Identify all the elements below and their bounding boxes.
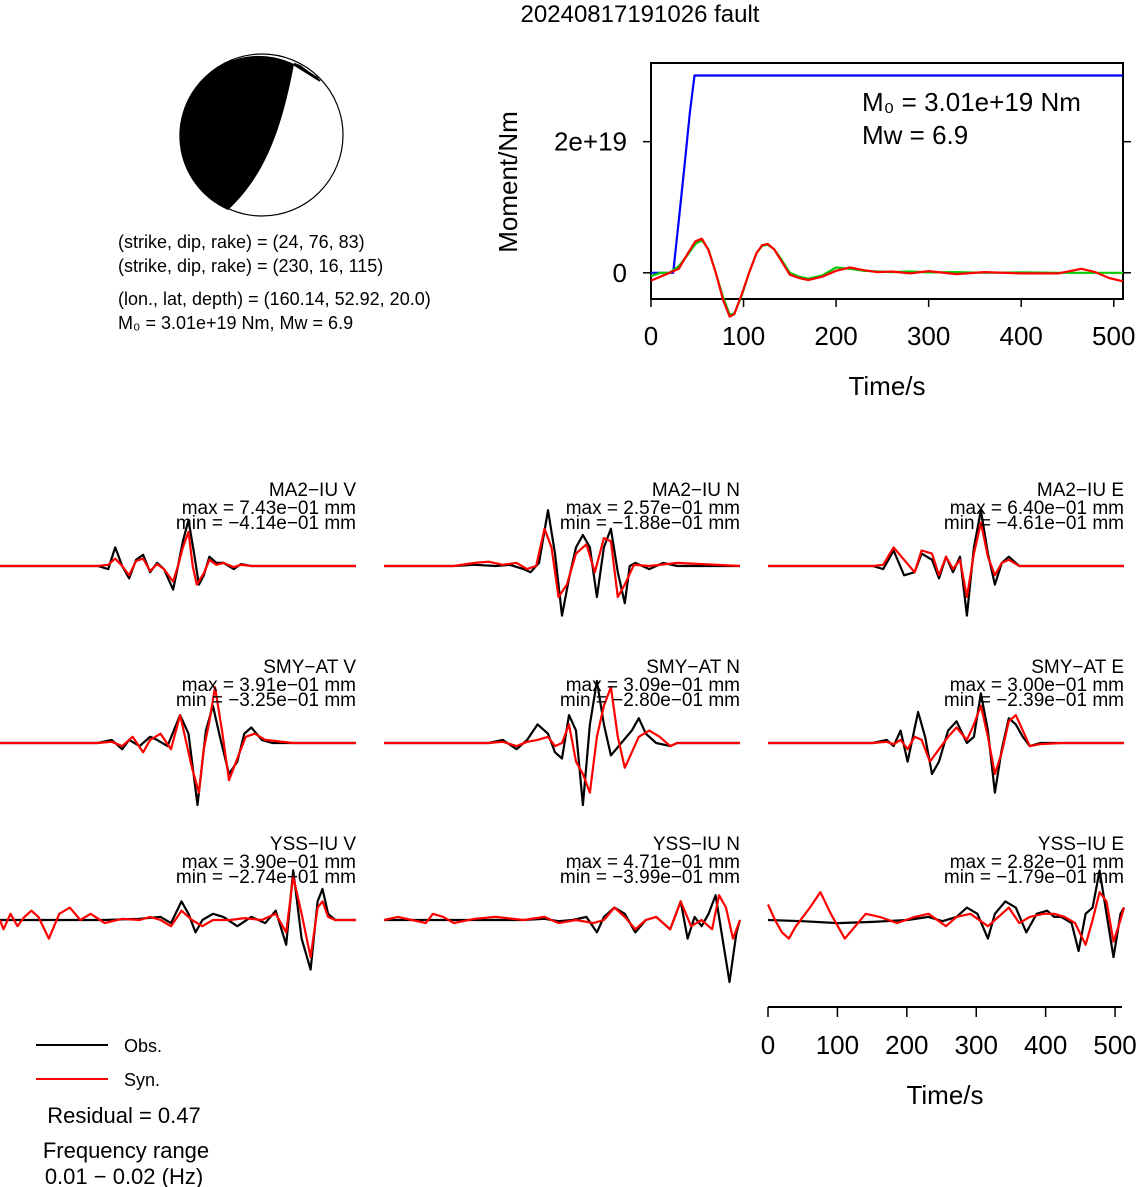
- beachball: [179, 53, 344, 217]
- syn-trace: [768, 704, 1124, 776]
- moment-xticks: 0 100 200 300 400 500: [644, 299, 1135, 351]
- syn-trace: [0, 686, 356, 794]
- moment-xtick-label: 0: [644, 321, 658, 351]
- station-label: YSS−IU V: [270, 834, 356, 855]
- max-label: max = 3.91e−01 mm: [182, 675, 356, 696]
- station-label: SMY−AT V: [263, 657, 356, 678]
- max-label: max = 3.90e−01 mm: [182, 852, 356, 873]
- station-label: MA2−IU N: [652, 480, 740, 501]
- plane2-text: (strike, dip, rake) = (230, 16, 115): [118, 256, 383, 276]
- moment-series-2: [650, 237, 1124, 318]
- min-label: min = −4.61e−01 mm: [944, 513, 1124, 534]
- syn-trace: [766, 891, 1126, 946]
- trace-xlabel: Time/s: [906, 1080, 983, 1110]
- max-label: max = 3.09e−01 mm: [566, 675, 740, 696]
- beachball-compression: [179, 55, 294, 211]
- trace-xtick-label: 100: [816, 1030, 859, 1060]
- moment-series: [650, 74, 1124, 318]
- moment-mw-label: Mw = 6.9: [862, 120, 968, 150]
- beachball-edge: [293, 63, 321, 82]
- trace-xticks: 0 100 200 300 400 500: [761, 1007, 1137, 1060]
- syn-trace: [0, 530, 356, 586]
- legend-obs-label: Obs.: [124, 1036, 162, 1056]
- min-label: min = −3.25e−01 mm: [176, 690, 356, 711]
- moment-xtick-label: 200: [814, 321, 857, 351]
- station-label: MA2−IU V: [269, 480, 356, 501]
- min-label: min = −2.74e−01 mm: [176, 867, 356, 888]
- syn-trace: [0, 875, 356, 959]
- obs-trace: [384, 509, 740, 617]
- trace-xtick-label: 500: [1093, 1030, 1136, 1060]
- max-label: max = 7.43e−01 mm: [182, 498, 356, 519]
- figure-title: 20240817191026 fault: [521, 1, 760, 28]
- legend-syn-label: Syn.: [124, 1070, 160, 1090]
- min-label: min = −2.39e−01 mm: [944, 690, 1124, 711]
- trace-time-axis: 0 100 200 300 400 500 Time/s: [761, 1006, 1137, 1110]
- moment-series-1: [650, 238, 1123, 316]
- station-label: SMY−AT E: [1031, 657, 1124, 678]
- moment-ytick-label: 0: [613, 258, 627, 288]
- obs-trace: [767, 869, 1125, 959]
- legend: Obs. Syn. Residual = 0.47 Frequency rang…: [36, 1036, 209, 1187]
- max-label: max = 2.57e−01 mm: [566, 498, 740, 519]
- min-label: min = −3.99e−01 mm: [560, 867, 740, 888]
- moment-text: M₀ = 3.01e+19 Nm, Mw = 6.9: [118, 313, 353, 333]
- min-label: min = −1.88e−01 mm: [560, 513, 740, 534]
- obs-trace: [384, 894, 742, 984]
- moment-panel: 0 100 200 300 400 500 0 2e+19 M₀ = 3.01e+19 Nm…: [493, 62, 1135, 401]
- trace-xtick-label: 200: [885, 1030, 928, 1060]
- syn-trace: [383, 894, 742, 940]
- trace-xtick-label: 400: [1024, 1030, 1067, 1060]
- moment-ytick-label: 2e+19: [554, 127, 627, 157]
- moment-xtick-label: 500: [1092, 321, 1135, 351]
- freq-range: 0.01 − 0.02 (Hz): [45, 1164, 203, 1187]
- freq-title: Frequency range: [43, 1138, 209, 1163]
- plane1-text: (strike, dip, rake) = (24, 76, 83): [118, 232, 365, 252]
- syn-trace: [768, 521, 1124, 599]
- min-label: min = −4.14e−01 mm: [176, 513, 356, 534]
- moment-xtick-label: 300: [907, 321, 950, 351]
- station-label: SMY−AT N: [646, 657, 740, 678]
- moment-series-0: [651, 74, 1123, 274]
- max-label: max = 6.40e−01 mm: [950, 498, 1124, 519]
- moment-xtick-label: 100: [722, 321, 765, 351]
- syn-trace: [384, 686, 740, 794]
- residual-text: Residual = 0.47: [47, 1103, 201, 1128]
- station-label: YSS−IU E: [1038, 834, 1124, 855]
- trace-xtick-label: 0: [761, 1030, 775, 1060]
- syn-trace: [384, 527, 741, 599]
- max-label: max = 4.71e−01 mm: [566, 852, 740, 873]
- moment-xlabel: Time/s: [848, 371, 925, 401]
- station-label: YSS−IU N: [653, 834, 740, 855]
- station-label: MA2−IU E: [1037, 480, 1124, 501]
- min-label: min = −2.80e−01 mm: [560, 690, 740, 711]
- max-label: max = 2.82e−01 mm: [950, 852, 1124, 873]
- max-label: max = 3.00e−01 mm: [950, 675, 1124, 696]
- moment-plot-frame: [650, 62, 1124, 300]
- moment-m0-label: M₀ = 3.01e+19 Nm: [862, 87, 1081, 117]
- moment-xtick-label: 400: [1000, 321, 1043, 351]
- min-label: min = −1.79e−01 mm: [944, 867, 1124, 888]
- trace-xtick-label: 300: [955, 1030, 998, 1060]
- moment-yticks: 0 2e+19: [554, 127, 1131, 288]
- moment-ylabel: Moment/Nm: [493, 111, 523, 253]
- location-text: (lon., lat, depth) = (160.14, 52.92, 20.…: [118, 289, 431, 309]
